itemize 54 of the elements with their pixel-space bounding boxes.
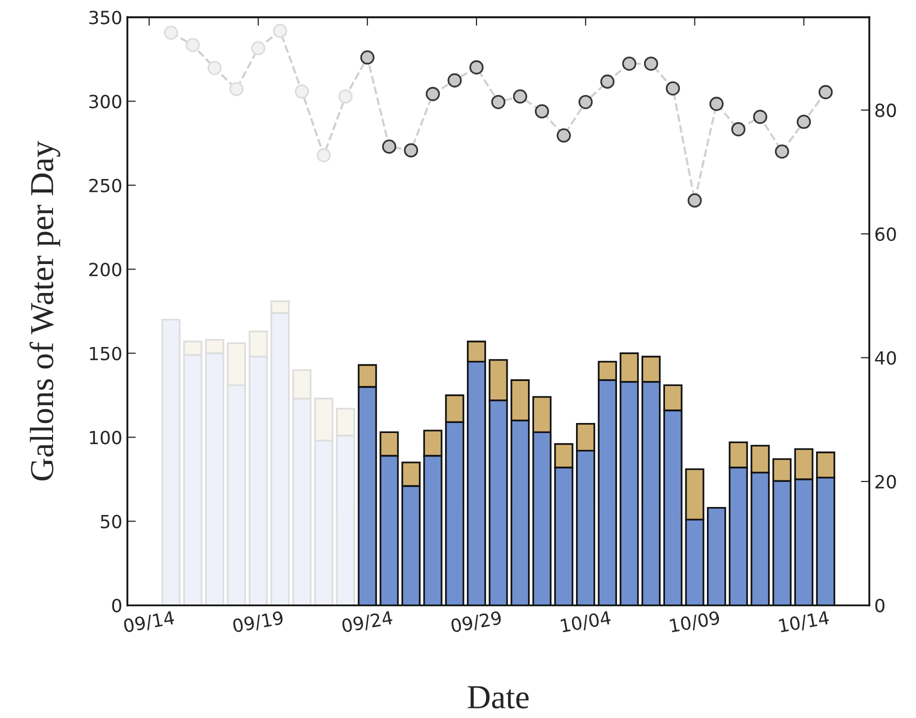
- y-tick-label: 50: [100, 514, 122, 528]
- point: [688, 193, 702, 208]
- x-tick-label: 09/24: [341, 610, 394, 634]
- y-tick-label: 0: [112, 598, 122, 612]
- point: [382, 140, 396, 154]
- point: [251, 41, 266, 56]
- point: [448, 73, 462, 88]
- point: [426, 86, 440, 102]
- point: [644, 56, 658, 71]
- point: [818, 85, 833, 100]
- y2-tick-label: 80: [875, 104, 896, 118]
- point: [513, 89, 528, 104]
- point: [796, 114, 811, 129]
- point: [316, 148, 331, 162]
- point: [731, 122, 746, 136]
- point: [186, 38, 200, 52]
- bar: [161, 318, 181, 606]
- point: [229, 82, 244, 96]
- y2-tick-label: 40: [875, 351, 896, 365]
- point: [709, 96, 724, 111]
- y2-tick-label: 60: [875, 227, 896, 241]
- point: [338, 89, 353, 104]
- y-tick-label: 200: [89, 262, 122, 276]
- point: [578, 94, 593, 110]
- x-tick-label: 09/14: [123, 610, 175, 634]
- y-tick-label: 150: [90, 346, 122, 360]
- point: [666, 81, 680, 96]
- point: [622, 56, 636, 71]
- x-axis-title: Date: [468, 686, 529, 708]
- point: [360, 50, 374, 65]
- y-axis-title: Gallons of Water per Day: [30, 140, 60, 480]
- point: [404, 143, 418, 158]
- y-tick-label: 350: [89, 10, 122, 24]
- point: [294, 84, 309, 99]
- y-tick-label: 100: [90, 430, 122, 444]
- point: [208, 60, 222, 76]
- x-tick-label: 10/14: [778, 610, 830, 634]
- point: [491, 94, 506, 110]
- point: [774, 144, 790, 159]
- x-tick-label: 09/19: [232, 610, 284, 634]
- y-tick-label: 300: [89, 94, 122, 108]
- point: [753, 110, 768, 124]
- x-tick-label: 10/09: [670, 610, 720, 634]
- x-tick-label: 09/29: [450, 610, 502, 634]
- y2-tick-label: 0: [875, 598, 884, 612]
- point: [600, 74, 614, 89]
- y2-tick-label: 20: [875, 474, 896, 489]
- point: [164, 26, 178, 40]
- x-tick-label: 10/04: [560, 610, 612, 634]
- point: [556, 128, 571, 143]
- point: [534, 104, 550, 118]
- y-tick-label: 250: [89, 178, 122, 192]
- point: [272, 24, 288, 38]
- point: [469, 60, 484, 74]
